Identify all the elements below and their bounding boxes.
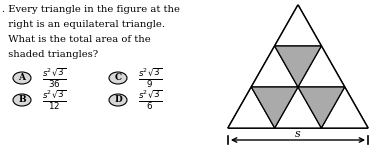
Text: s: s	[295, 129, 301, 139]
Text: shaded triangles?: shaded triangles?	[2, 50, 98, 59]
Polygon shape	[274, 5, 321, 46]
Polygon shape	[274, 87, 321, 128]
Polygon shape	[228, 5, 368, 128]
Text: right is an equilateral triangle.: right is an equilateral triangle.	[2, 20, 165, 29]
Text: C: C	[114, 73, 122, 82]
Text: . Every triangle in the figure at the: . Every triangle in the figure at the	[2, 5, 180, 14]
Ellipse shape	[13, 94, 31, 106]
Ellipse shape	[109, 94, 127, 106]
Text: What is the total area of the: What is the total area of the	[2, 35, 151, 44]
Polygon shape	[298, 46, 345, 87]
Text: $\frac{s^2\sqrt{3}}{9}$: $\frac{s^2\sqrt{3}}{9}$	[138, 66, 162, 90]
Text: $\frac{s^2\sqrt{3}}{12}$: $\frac{s^2\sqrt{3}}{12}$	[42, 89, 66, 112]
Ellipse shape	[109, 72, 127, 84]
Polygon shape	[298, 87, 345, 128]
Polygon shape	[251, 46, 298, 87]
Text: B: B	[18, 95, 26, 104]
Polygon shape	[274, 46, 321, 87]
Text: D: D	[114, 95, 122, 104]
Ellipse shape	[13, 72, 31, 84]
Polygon shape	[251, 87, 298, 128]
Polygon shape	[228, 87, 274, 128]
Text: A: A	[18, 73, 26, 82]
Text: $\frac{s^2\sqrt{3}}{36}$: $\frac{s^2\sqrt{3}}{36}$	[42, 66, 66, 90]
Polygon shape	[321, 87, 368, 128]
Text: $\frac{s^2\sqrt{3}}{6}$: $\frac{s^2\sqrt{3}}{6}$	[138, 89, 162, 112]
